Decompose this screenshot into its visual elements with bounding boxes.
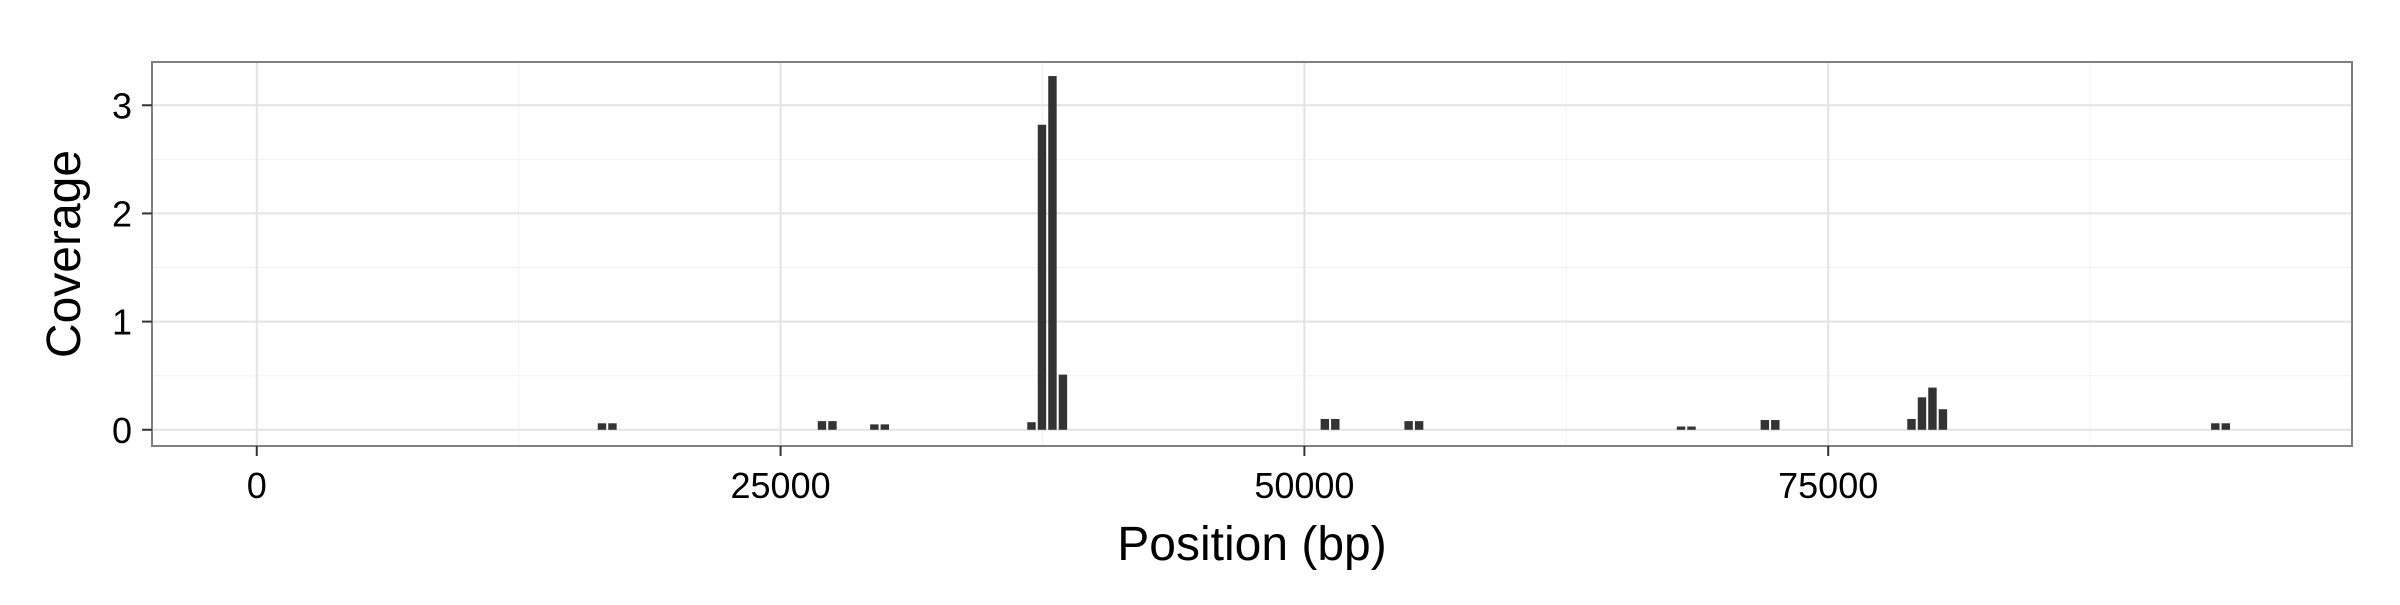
bars [597,76,2230,430]
coverage-bar [1048,76,1057,430]
coverage-bar [1331,418,1340,430]
coverage-bar [880,424,890,430]
axes: 0 25000 50000 75000 0 1 2 3 [112,85,1878,506]
x-tick-label: 75000 [1778,465,1878,506]
x-axis-title: Position (bp) [1117,518,1386,571]
x-tick-label: 50000 [1254,465,1354,506]
x-tick-label: 0 [247,465,267,506]
coverage-bar [1760,420,1770,430]
coverage-bar [608,423,617,430]
coverage-bar [2211,423,2220,430]
coverage-bar [1058,374,1068,430]
coverage-bar [1917,397,1927,430]
coverage-bar [1037,124,1047,430]
coverage-bar [1320,418,1330,430]
coverage-bar [1404,421,1413,430]
y-tick-label: 1 [112,302,132,343]
y-tick-label: 3 [112,85,132,126]
plot-panel-background [152,62,2352,446]
coverage-bar [1928,387,1937,430]
y-tick-label: 0 [112,410,132,451]
x-tick-label: 25000 [731,465,831,506]
coverage-bar [828,421,837,430]
coverage-bar [870,424,879,430]
coverage-bar [1676,426,1686,430]
grid-lines [152,62,2352,446]
coverage-bar [1414,421,1424,430]
coverage-bar [597,423,607,430]
coverage-bar [1907,418,1916,430]
coverage-bar [817,421,827,430]
y-axis-title: Coverage [38,150,91,358]
coverage-bar [1687,426,1696,430]
coverage-bar [2221,423,2230,430]
coverage-bar [1027,422,1036,430]
coverage-bar [1938,409,1948,430]
plot-panel-border [151,61,2353,447]
coverage-bar [1771,420,1780,430]
y-tick-label: 2 [112,193,132,234]
